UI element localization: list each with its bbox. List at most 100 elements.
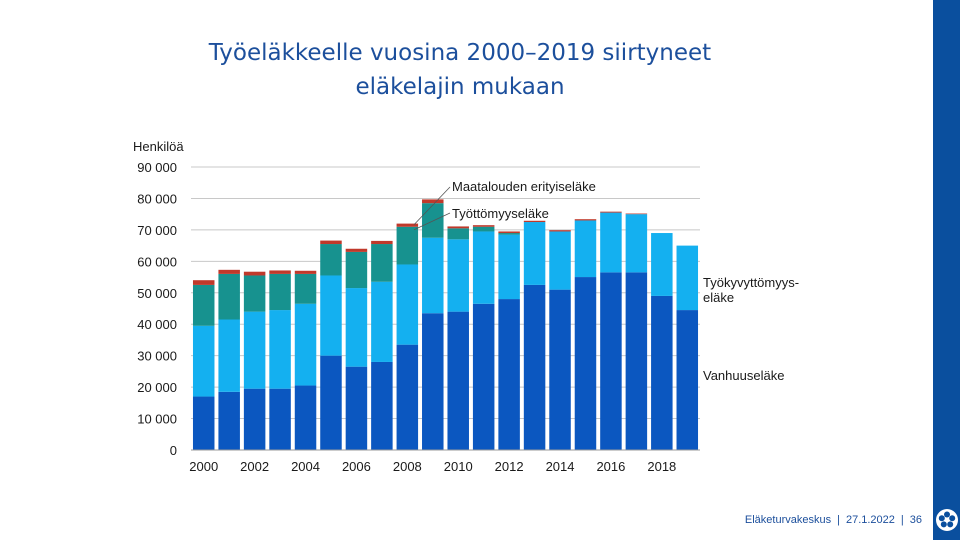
bar-segment-tyottomyys: [371, 244, 393, 282]
bar-segment-vanhuus: [243, 388, 266, 450]
bar-segment-tyokyvyttomyys: [243, 311, 266, 389]
bar-segment-maatalous: [396, 223, 419, 227]
bar-segment-tyokyvyttomyys: [345, 288, 368, 367]
y-tick-label: 20 000: [137, 380, 177, 395]
bar-segment-vanhuus: [549, 289, 571, 450]
y-tick-label: 90 000: [137, 160, 177, 175]
bar-segment-maatalous: [625, 213, 648, 215]
bar-segment-maatalous: [243, 271, 266, 276]
y-tick-label: 10 000: [137, 412, 177, 427]
bar-segment-vanhuus: [600, 272, 622, 450]
footer-separator-1: |: [837, 514, 840, 526]
bar-segment-vanhuus: [625, 272, 648, 450]
annotation-tyottomyys: Työttömyyseläke: [452, 206, 549, 221]
title-line-1: Työeläkkeelle vuosina 2000–2019 siirtyne…: [208, 40, 712, 66]
bar-segment-tyottomyys: [294, 273, 317, 304]
annotation-pointer-maatalous: [413, 186, 451, 225]
bar-segment-tyokyvyttomyys: [422, 237, 444, 314]
bar-segment-tyottomyys: [320, 244, 342, 276]
x-tick-label: 2014: [546, 459, 575, 474]
bar-segment-vanhuus: [651, 295, 673, 450]
footer-date: 27.1.2022: [845, 514, 895, 526]
x-tick-label: 2010: [444, 459, 473, 474]
bar-segment-vanhuus: [422, 313, 444, 450]
x-tick-label: 2018: [647, 459, 676, 474]
y-tick-label: 40 000: [137, 317, 177, 332]
bar-segment-vanhuus: [498, 299, 520, 450]
bar-segment-tyokyvyttomyys: [549, 231, 571, 290]
annotation-vanhuus: Vanhuuseläke: [703, 368, 784, 383]
x-tick-label: 2004: [291, 459, 320, 474]
annotation-maatalous: Maatalouden erityiseläke: [452, 179, 596, 194]
bar-segment-maatalous: [549, 230, 571, 232]
bar-segment-tyokyvyttomyys: [651, 233, 673, 296]
x-tick-label: 2008: [393, 459, 422, 474]
bar-segment-tyokyvyttomyys: [472, 231, 495, 304]
footer: Eläketurvakeskus | 27.1.2022 | 36: [700, 514, 922, 526]
stacked-bar-chart: 0 10 000 20 000 30 000 40 000 50 000 60 000 70 …: [133, 139, 799, 474]
annotation-tyokyvyttomyys-line1: Työkyvyttömyys-: [703, 275, 799, 290]
bar-segment-maatalous: [218, 269, 240, 274]
bar-segment-maatalous: [574, 219, 597, 221]
bar-segment-tyokyvyttomyys: [320, 275, 342, 356]
bar-segment-vanhuus: [345, 366, 368, 450]
bar-segment-maatalous: [600, 211, 622, 213]
bar-segment-tyokyvyttomyys: [371, 281, 393, 362]
bar-segment-maatalous: [269, 270, 291, 274]
y-tick-label: 70 000: [137, 223, 177, 238]
bar-segment-vanhuus: [371, 361, 393, 450]
bar-segment-tyokyvyttomyys: [269, 310, 291, 389]
bar-segment-tyokyvyttomyys: [447, 239, 469, 312]
bar-segment-tyokyvyttomyys: [498, 234, 520, 300]
footer-page: 36: [909, 514, 922, 526]
bar-segment-tyottomyys: [472, 226, 495, 232]
bar-segment-vanhuus: [574, 277, 597, 450]
footer-org: Eläketurvakeskus: [744, 514, 832, 526]
y-tick-label: 30 000: [137, 349, 177, 364]
bar-segment-tyokyvyttomyys: [600, 212, 622, 273]
bar-segment-maatalous: [345, 248, 368, 252]
y-tick-label: 80 000: [137, 191, 177, 206]
bar-segment-vanhuus: [523, 284, 546, 450]
bar-segment-tyottomyys: [498, 233, 520, 235]
bar-segment-vanhuus: [676, 310, 699, 450]
brand-side-bar: [933, 0, 960, 540]
bar-segment-tyokyvyttomyys: [192, 325, 215, 397]
bar-segment-vanhuus: [447, 311, 469, 450]
bar-segment-tyottomyys: [345, 251, 368, 289]
bar-segment-vanhuus: [192, 396, 215, 450]
page-title: Työeläkkeelle vuosina 2000–2019 siirtyne…: [130, 36, 790, 104]
y-axis-title: Henkilöä: [133, 139, 184, 154]
bar-segment-tyokyvyttomyys: [396, 264, 419, 345]
bar-segment-tyokyvyttomyys: [294, 303, 317, 386]
x-tick-label: 2006: [342, 459, 371, 474]
y-tick-label: 60 000: [137, 254, 177, 269]
title-line-2: eläkelajin mukaan: [355, 74, 565, 100]
bar-segment-tyottomyys: [269, 273, 291, 311]
x-tick-label: 2000: [189, 459, 218, 474]
bar-segment-vanhuus: [472, 303, 495, 450]
y-tick-label: 50 000: [137, 286, 177, 301]
bar-segment-maatalous: [371, 240, 393, 245]
bar-segment-tyottomyys: [396, 226, 419, 265]
x-tick-label: 2012: [495, 459, 524, 474]
bar-segment-tyottomyys: [447, 228, 469, 240]
footer-separator-2: |: [900, 514, 904, 526]
annotation-tyokyvyttomyys-line2: eläke: [703, 290, 734, 305]
bar-segment-tyottomyys: [218, 273, 240, 320]
bar-segment-tyokyvyttomyys: [676, 245, 699, 311]
bar-segment-tyokyvyttomyys: [218, 319, 240, 392]
bar-segment-maatalous: [447, 226, 469, 229]
x-tick-label: 2002: [240, 459, 269, 474]
bar-segment-maatalous: [422, 199, 444, 204]
bar-segment-vanhuus: [294, 385, 317, 450]
bar-segment-vanhuus: [269, 388, 291, 450]
x-tick-label: 2016: [596, 459, 625, 474]
bar-segment-vanhuus: [320, 355, 342, 450]
bar-segment-maatalous: [192, 280, 215, 285]
annotation-pointer-tyottomyys: [413, 212, 451, 231]
bar-segment-maatalous: [294, 270, 317, 274]
bar-segment-tyokyvyttomyys: [625, 214, 648, 273]
bar-segment-tyokyvyttomyys: [574, 220, 597, 278]
bar-segment-tyottomyys: [243, 275, 266, 312]
